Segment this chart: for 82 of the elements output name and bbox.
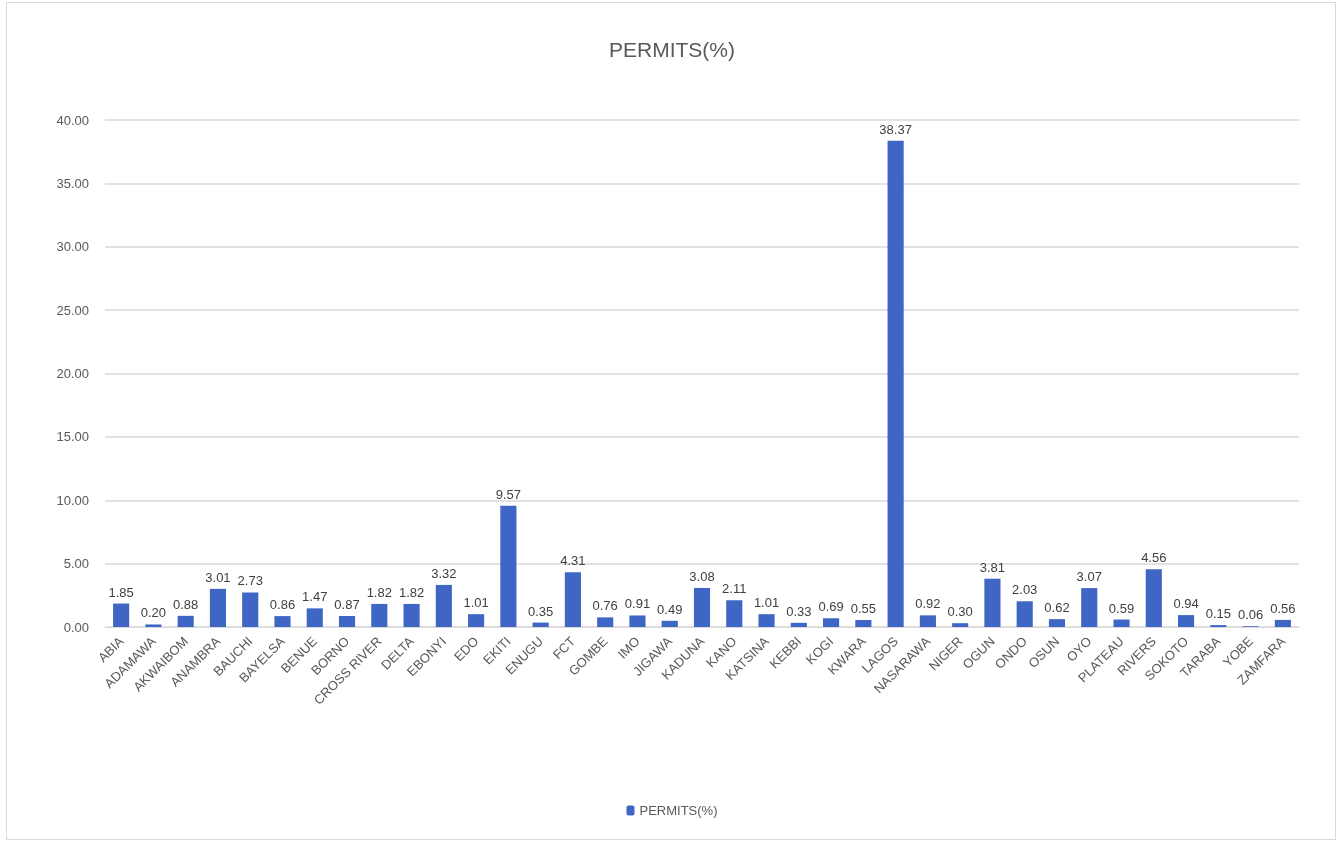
data-label: 0.86 — [269, 597, 296, 613]
bar — [855, 620, 872, 627]
data-label: 0.59 — [1108, 600, 1135, 616]
data-label: 0.76 — [592, 598, 618, 614]
bar — [661, 620, 678, 627]
data-label: 3.08 — [689, 568, 715, 584]
data-label: 1.47 — [302, 589, 328, 605]
data-label: 4.31 — [560, 553, 586, 569]
y-tick-label: 10.00 — [56, 492, 89, 508]
bar — [306, 608, 323, 627]
data-label: 3.81 — [979, 559, 1006, 575]
bar — [693, 587, 711, 627]
data-label: 0.35 — [527, 603, 554, 619]
data-label: 3.01 — [205, 569, 231, 585]
bar — [597, 617, 614, 627]
data-label: 1.82 — [366, 584, 392, 600]
data-label: 0.49 — [657, 601, 683, 617]
y-tick-label: 30.00 — [56, 239, 89, 255]
y-tick-label: 20.00 — [56, 366, 89, 381]
data-label: 0.56 — [1270, 600, 1296, 616]
bar — [1113, 619, 1130, 627]
bar — [1016, 601, 1033, 627]
bar — [1081, 588, 1098, 627]
bar — [209, 588, 227, 627]
bar — [1274, 619, 1291, 627]
bar — [887, 140, 904, 627]
data-label: 38.37 — [879, 121, 912, 137]
data-label: 0.30 — [947, 604, 973, 620]
y-tick-label: 25.00 — [56, 302, 89, 318]
data-label: 0.94 — [1173, 596, 1199, 612]
y-tick-label: 40.00 — [56, 112, 89, 128]
data-label: 2.73 — [237, 573, 263, 589]
data-label: 0.06 — [1237, 607, 1264, 623]
y-tick-label: 35.00 — [56, 175, 89, 191]
bar — [177, 615, 194, 627]
data-label: 4.56 — [1141, 550, 1167, 566]
bar — [403, 603, 420, 627]
bar — [790, 622, 807, 627]
bar — [1048, 619, 1066, 627]
data-label: 0.87 — [334, 596, 360, 612]
bar — [113, 603, 130, 627]
data-label: 1.01 — [753, 595, 780, 611]
bar — [1177, 615, 1195, 627]
bar — [145, 624, 162, 627]
y-tick-label: 5.00 — [63, 556, 89, 572]
y-tick-label: 15.00 — [56, 429, 89, 445]
bar — [919, 615, 936, 627]
chart-title: PERMITS(%) — [609, 38, 735, 61]
bar — [984, 578, 1001, 627]
bar — [242, 592, 259, 627]
data-label: 0.62 — [1044, 600, 1070, 616]
data-label: 1.85 — [108, 584, 134, 600]
bar — [726, 600, 743, 627]
data-label: 0.88 — [173, 596, 199, 612]
data-label: 0.92 — [915, 596, 941, 612]
data-label: 0.91 — [624, 596, 651, 612]
data-label: 2.03 — [1012, 582, 1038, 598]
y-tick-label: 0.00 — [63, 619, 89, 635]
bar — [823, 618, 840, 627]
bar — [564, 572, 581, 627]
data-label: 1.82 — [398, 584, 425, 600]
bar — [338, 615, 356, 627]
data-label: 0.15 — [1205, 606, 1231, 622]
bar — [468, 614, 485, 627]
data-label: 9.57 — [495, 486, 522, 502]
bar — [274, 616, 291, 627]
bar — [500, 505, 517, 627]
data-label: 0.55 — [850, 601, 877, 617]
data-label: 0.20 — [140, 605, 167, 621]
bar — [758, 614, 775, 627]
data-label: 0.33 — [786, 603, 812, 619]
data-label: 1.01 — [463, 595, 489, 611]
bar — [371, 603, 388, 627]
bar — [435, 584, 452, 627]
bar — [629, 615, 646, 627]
data-label: 3.32 — [431, 565, 457, 581]
bar — [1145, 569, 1162, 627]
data-label: 3.07 — [1076, 569, 1102, 585]
bar — [952, 623, 969, 627]
legend-label: PERMITS(%) — [639, 803, 718, 818]
data-label: 2.11 — [722, 581, 747, 597]
data-label: 0.69 — [818, 599, 844, 615]
